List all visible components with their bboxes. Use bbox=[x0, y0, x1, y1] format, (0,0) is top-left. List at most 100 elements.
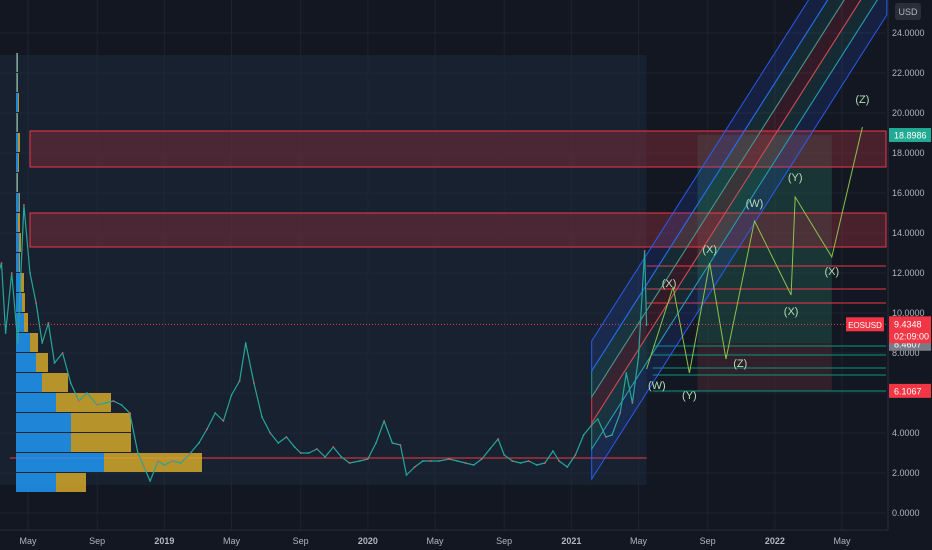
y-tick-label: 16.0000 bbox=[892, 188, 925, 198]
wave-label: (X) bbox=[702, 244, 717, 256]
price-point bbox=[86, 392, 88, 394]
volume-profile-bar-down bbox=[71, 413, 131, 432]
price-point bbox=[16, 342, 19, 344]
price-point bbox=[543, 462, 546, 464]
volume-profile-bar-up bbox=[16, 413, 71, 432]
price-point bbox=[574, 454, 577, 456]
x-tick-label: May bbox=[426, 536, 444, 546]
price-point bbox=[391, 442, 394, 444]
price-point bbox=[206, 428, 208, 430]
resistance-zone bbox=[29, 130, 887, 168]
y-tick-label: 24.0000 bbox=[892, 28, 925, 38]
y-tick-label: 2.0000 bbox=[892, 468, 920, 478]
price-point bbox=[497, 438, 499, 440]
volume-profile-bar-down bbox=[30, 333, 38, 352]
price-point bbox=[519, 462, 522, 464]
volume-profile-bar-down bbox=[18, 153, 19, 172]
volume-profile-bar-up bbox=[16, 233, 19, 252]
currency-label: USD bbox=[898, 7, 918, 17]
price-point bbox=[198, 442, 200, 444]
volume-profile-bar-up bbox=[16, 113, 17, 132]
x-tick-label: 2020 bbox=[358, 536, 378, 546]
price-point bbox=[421, 460, 424, 462]
volume-profile-bar-up bbox=[16, 53, 17, 72]
price-point bbox=[230, 394, 233, 396]
y-tick-label: 20.0000 bbox=[892, 108, 925, 118]
symbol-badge[interactable] bbox=[846, 317, 884, 332]
price-point bbox=[214, 412, 217, 414]
channel-band bbox=[591, 0, 888, 481]
volume-profile-bar-up bbox=[16, 253, 19, 272]
volume-profile-bar-down bbox=[42, 373, 68, 392]
price-point bbox=[430, 460, 432, 462]
price-point bbox=[307, 452, 310, 454]
price-point bbox=[456, 460, 459, 462]
price-label-badge bbox=[889, 128, 931, 143]
volume-profile-bar-down bbox=[17, 73, 18, 92]
wave-label: (Y) bbox=[682, 390, 697, 402]
y-tick-label: 4.0000 bbox=[892, 428, 920, 438]
channel-band bbox=[591, 0, 845, 399]
price-point bbox=[605, 436, 607, 438]
price-point bbox=[332, 446, 335, 448]
price-point bbox=[596, 418, 599, 420]
volume-profile-bar-down bbox=[21, 273, 24, 292]
price-point bbox=[558, 460, 561, 462]
price-point bbox=[299, 452, 302, 454]
volume-profile-bar-up bbox=[16, 273, 21, 292]
price-point bbox=[222, 420, 225, 422]
price-point bbox=[637, 356, 640, 358]
price-point bbox=[77, 400, 80, 402]
price-point bbox=[590, 424, 593, 426]
price-point bbox=[489, 448, 491, 450]
volume-profile-bar-up bbox=[16, 333, 30, 352]
price-point bbox=[552, 450, 554, 452]
volume-profile-bar-down bbox=[71, 433, 131, 452]
x-tick-label: 2021 bbox=[561, 536, 581, 546]
price-point bbox=[47, 322, 50, 324]
channel-band bbox=[591, 0, 878, 451]
x-tick-label: Sep bbox=[293, 536, 309, 546]
x-tick-label: 2022 bbox=[765, 536, 785, 546]
price-point bbox=[269, 432, 272, 434]
currency-badge[interactable] bbox=[895, 3, 921, 20]
price-point bbox=[448, 458, 451, 460]
price-point bbox=[511, 460, 514, 462]
volume-profile-bar-up bbox=[16, 313, 24, 332]
volume-profile-bar-down bbox=[19, 233, 21, 252]
price-point bbox=[35, 302, 38, 304]
volume-profile-bar-down bbox=[17, 173, 18, 192]
price-point bbox=[252, 382, 255, 384]
y-tick-label: 18.0000 bbox=[892, 148, 925, 158]
price-point bbox=[29, 272, 31, 274]
price-point bbox=[619, 412, 622, 414]
wave-labels: (W) (Y) (X) (X) (Z) (W) (X) (Y) (X) (Z) bbox=[646, 94, 869, 402]
price-point bbox=[413, 466, 416, 468]
volume-profile-bar-down bbox=[17, 113, 18, 132]
price-point bbox=[277, 442, 280, 444]
volume-profile-bar-down bbox=[104, 453, 202, 472]
price-point bbox=[187, 454, 190, 456]
symbol-label: EOSUSD bbox=[848, 321, 882, 330]
wave-label: (W) bbox=[746, 198, 764, 210]
volume-profile-bar-down bbox=[22, 293, 25, 312]
price-point bbox=[358, 460, 361, 462]
price-point bbox=[261, 416, 263, 418]
wave-label: (Z) bbox=[855, 94, 869, 106]
price-badges: 18.8986 8.4607 6.1067 EOSUSD 9.4348 02:09:00 bbox=[846, 128, 931, 398]
price-point bbox=[244, 342, 247, 344]
volume-profile-bar-down bbox=[19, 193, 20, 212]
y-tick-label: 14.0000 bbox=[892, 228, 925, 238]
price-point bbox=[464, 462, 467, 464]
x-tick-label: Sep bbox=[496, 536, 512, 546]
price-point bbox=[480, 458, 483, 460]
volume-profile-bar-down bbox=[18, 93, 19, 112]
y-tick-label: 8.0000 bbox=[892, 348, 920, 358]
x-tick-label: May bbox=[833, 536, 851, 546]
price-point bbox=[375, 442, 377, 444]
price-point bbox=[438, 460, 440, 462]
countdown-timer: 02:09:00 bbox=[894, 331, 929, 341]
price-point bbox=[611, 434, 613, 436]
x-tick-label: 2019 bbox=[154, 536, 174, 546]
